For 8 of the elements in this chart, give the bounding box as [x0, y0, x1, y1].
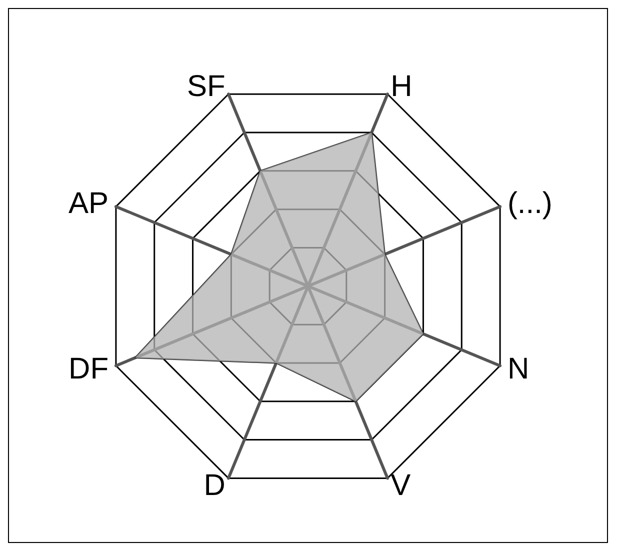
- spoke-label: H: [390, 70, 412, 104]
- spoke-label: SF: [187, 70, 226, 104]
- spoke-label: (...): [507, 187, 552, 220]
- spoke-label: D: [204, 469, 226, 502]
- spoke-label: V: [390, 469, 411, 502]
- spoke-label: AP: [68, 187, 109, 220]
- spoke-label: DF: [68, 352, 109, 386]
- spoke-label: N: [507, 352, 530, 386]
